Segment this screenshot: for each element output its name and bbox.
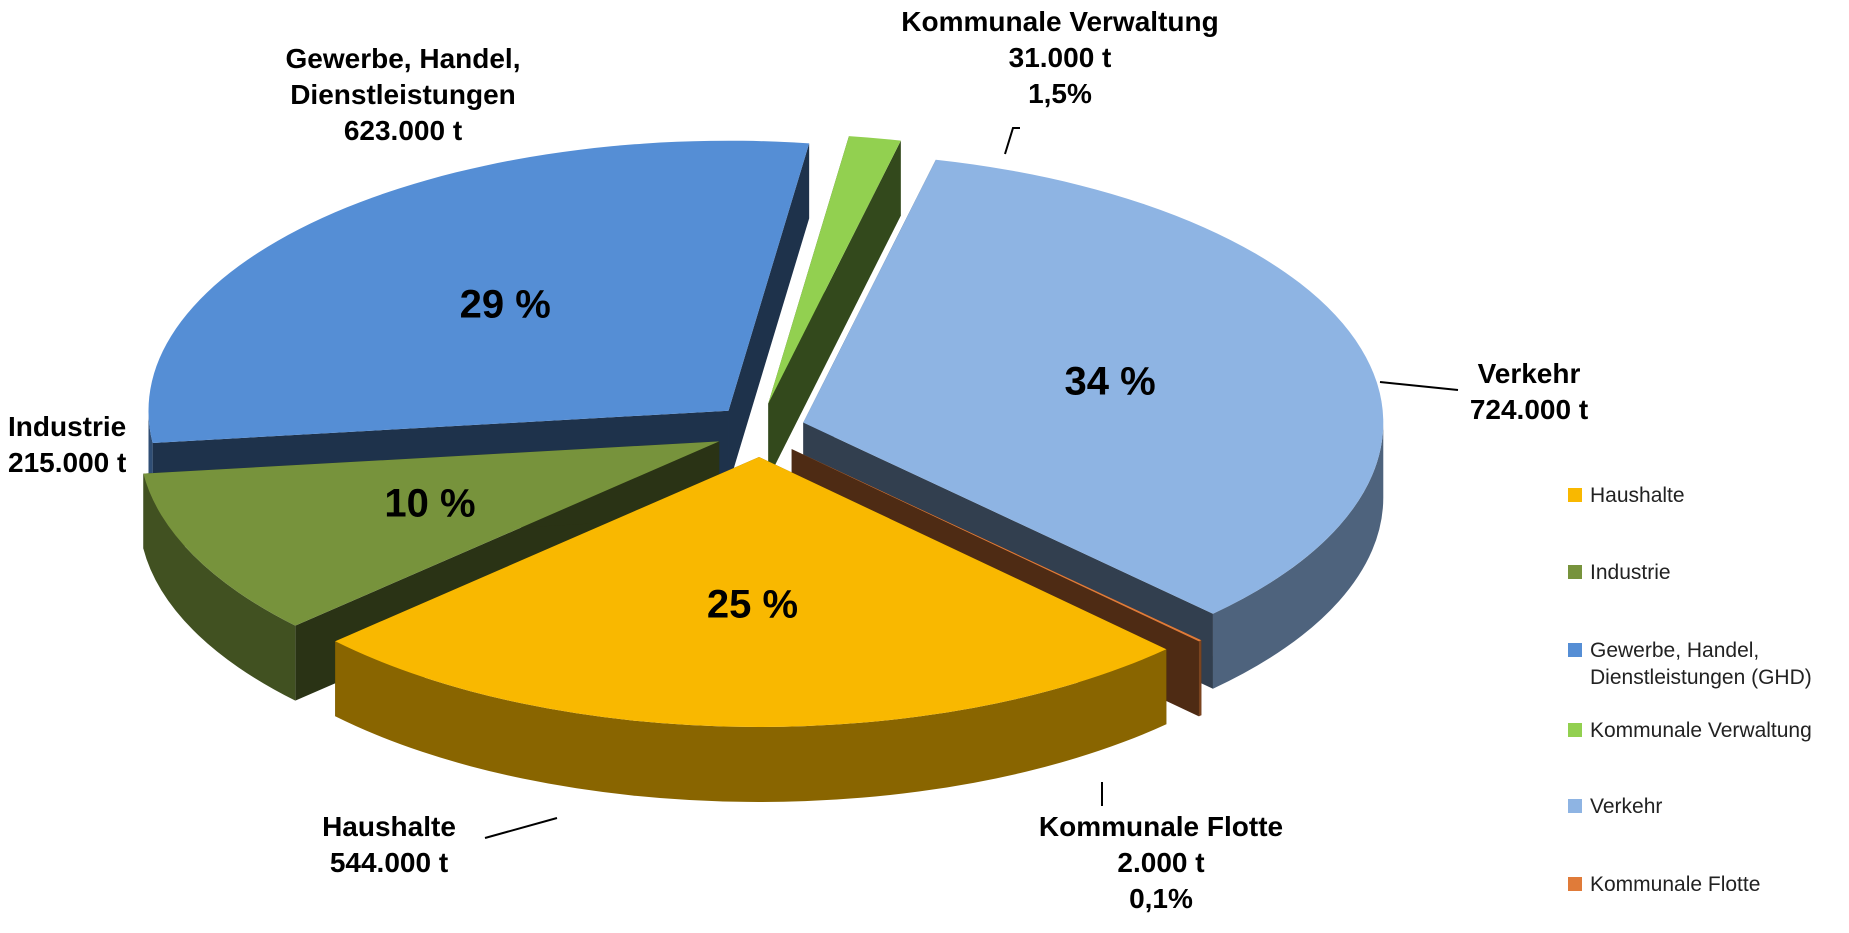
slice — [335, 456, 1167, 727]
leader-line — [1004, 127, 1020, 155]
slice — [791, 449, 1202, 642]
percent-label: 1,5% — [1028, 78, 1092, 109]
slice-name: Industrie — [8, 411, 127, 442]
legend-swatch — [1568, 565, 1582, 579]
percent-label: 10 % — [384, 481, 476, 526]
legend-label: Gewerbe, Handel, Dienstleistungen (GHD) — [1590, 639, 1812, 689]
value-label: 31.000 t — [1008, 42, 1112, 73]
legend-label: Kommunale Verwaltung — [1590, 719, 1812, 742]
legend-item: Haushalte — [1568, 482, 1849, 509]
slice-name: Kommunale Flotte — [1038, 811, 1284, 842]
slice-name: Kommunale Verwaltung — [901, 6, 1219, 37]
legend-item: Industrie — [1568, 559, 1849, 586]
legend-label: Industrie — [1590, 561, 1671, 584]
percent-label: 34 % — [1064, 359, 1156, 404]
slice — [803, 159, 1384, 614]
slice-side — [1198, 640, 1202, 717]
slice — [148, 140, 810, 443]
legend-item: Kommunale Flotte — [1568, 871, 1849, 898]
leader-line — [484, 817, 558, 839]
percent-label: 0,1% — [1129, 883, 1193, 914]
value-label: 724.000 t — [1469, 394, 1589, 425]
value-label: 623.000 t — [343, 115, 463, 146]
slice-label: Kommunale Verwaltung 31.000 t 1,5% — [850, 4, 1270, 112]
legend-swatch — [1568, 799, 1582, 813]
slice-edge — [728, 143, 810, 486]
legend-swatch — [1568, 488, 1582, 502]
value-label: 215.000 t — [8, 447, 127, 478]
slice — [143, 441, 720, 626]
slice-label: Haushalte 544.000 t — [239, 809, 539, 881]
slice-name: Gewerbe, Handel, Dienstleistungen — [285, 43, 521, 110]
legend-swatch — [1568, 877, 1582, 891]
slice-label: Kommunale Flotte 2.000 t 0,1% — [1001, 809, 1321, 917]
value-label: 2.000 t — [1117, 847, 1205, 878]
leader-line — [1379, 381, 1459, 391]
legend-item: Kommunale Verwaltung — [1568, 717, 1849, 744]
legend-swatch — [1568, 723, 1582, 737]
legend-item: Verkehr — [1568, 793, 1849, 820]
legend-label: Haushalte — [1590, 484, 1685, 507]
slice-side — [1212, 422, 1384, 689]
slice-name: Verkehr — [1477, 358, 1581, 389]
slice-side — [335, 641, 1167, 802]
slice-label: Industrie 215.000 t — [8, 409, 208, 481]
slice-edge — [768, 140, 901, 479]
value-label: 544.000 t — [329, 847, 449, 878]
percent-label: 25 % — [706, 582, 799, 627]
slice — [768, 136, 901, 404]
legend-label: Kommunale Flotte — [1590, 873, 1761, 896]
slice-label: Verkehr 724.000 t — [1419, 356, 1639, 428]
slice-name: Haushalte — [322, 811, 456, 842]
percent-label: 29 % — [459, 282, 551, 327]
legend-item: Gewerbe, Handel, Dienstleistungen (GHD) — [1568, 637, 1849, 691]
legend-swatch — [1568, 643, 1582, 657]
slice-side — [143, 473, 296, 701]
slices — [143, 136, 1384, 802]
legend-label: Verkehr — [1590, 795, 1663, 818]
slice-label: Gewerbe, Handel, Dienstleistungen 623.000… — [268, 41, 538, 149]
